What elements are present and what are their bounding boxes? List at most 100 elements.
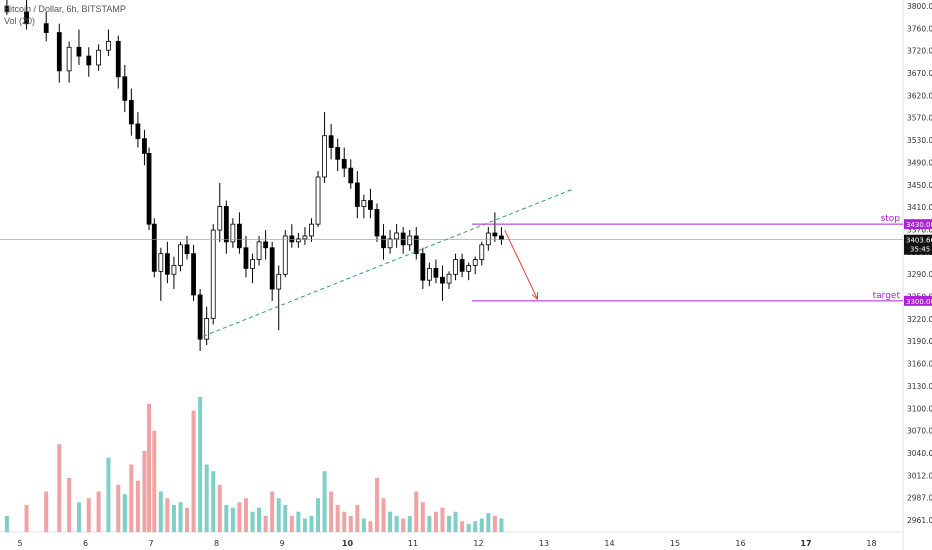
price-tick-label: 3800.00 [907,2,932,11]
time-tick-label: 15 [670,539,680,548]
volume-bar [296,511,301,532]
candle-body [335,147,341,160]
price-tick-label: 3760.00 [907,24,932,33]
candle-body [230,223,236,243]
volume-bar [185,507,190,532]
bar-countdown: 35:45 [910,246,930,254]
volume-bar [211,471,216,532]
candle-body [56,32,62,72]
volume-indicator-label[interactable]: Vol (20) [4,16,36,26]
candle-body [466,265,472,272]
price-tick-label: 3620.00 [907,91,932,100]
candle-body [309,223,314,237]
candle-body [276,273,282,290]
volume-bar [147,403,152,532]
candle-body [348,167,354,184]
volume-bar [342,511,347,532]
candle-body [250,259,255,269]
candle-body [426,267,432,281]
candle-body [184,244,190,255]
volume-bar [447,515,452,532]
volume-bar [86,498,91,532]
price-tick-label: 3160.00 [907,360,932,369]
candle-body [381,235,386,249]
volume-bar [283,505,288,532]
price-tick-label: 3220.00 [907,315,932,324]
candle-body [492,232,498,237]
volume-bar [135,480,140,532]
candle-body [122,76,128,101]
stop-price-label: 3430.00 [906,221,932,229]
candle-body [217,206,223,231]
volume-bar [322,471,327,532]
volume-bar [289,515,294,532]
candle-body [394,232,400,240]
price-tick-label: 3070.00 [907,427,932,436]
price-tick-label: 3530.00 [907,136,932,145]
candle-body [256,241,262,260]
target-level-name: target [873,291,901,301]
price-tick-label: 2987.00 [907,494,932,503]
candle-body [210,229,216,319]
volume-bar [381,498,386,532]
volume-bar [414,491,419,532]
candle-body [178,244,183,266]
candle-body [328,135,334,148]
volume-bar [433,511,438,532]
candle-body [472,259,478,266]
time-tick-label: 9 [279,539,284,548]
volume-bar [374,478,379,532]
volume-bar [368,521,373,532]
candle-body [191,253,196,296]
candle-body [243,247,249,269]
candle-body [479,244,485,260]
volume-bar [486,513,491,532]
candle-body [440,276,445,284]
candle-body [223,206,229,243]
price-tick-label: 3450.00 [907,181,932,190]
volume-bar [309,515,314,532]
candle-body [4,5,10,13]
volume-bar [178,502,183,532]
volume-bar [57,444,62,532]
price-tick-label: 3370.00 [907,225,932,234]
volume-bar [230,507,235,532]
target-price-tag [904,295,932,306]
volume-bar [171,505,176,532]
candle-body [420,253,426,281]
volume-bar [355,505,360,532]
volume-bar [348,515,353,532]
candle-body [315,176,321,225]
volume-bar [270,491,275,532]
volume-bars [4,397,504,532]
volume-bar [440,507,445,532]
last-price-label: 3403.66 [906,237,932,245]
volume-bar [263,515,268,532]
candle-body [86,55,92,66]
time-tick-label: 11 [408,539,418,548]
volume-bar [302,518,307,532]
candle-body [24,11,29,25]
volume-bar [129,464,134,532]
price-tick-label: 3670.00 [907,69,932,78]
volume-bar [329,491,334,532]
price-tick-label: 3130.00 [907,382,932,391]
candle-body [142,138,147,154]
candle-body [485,232,491,246]
price-tick-label: 3040.00 [907,449,932,458]
candle-body [407,235,413,246]
price-tick-label: 3570.00 [907,114,932,123]
volume-bar [276,498,281,532]
volume-bar [479,518,484,532]
volume-bar [165,498,170,532]
volume-bar [388,511,393,532]
symbol-title: Bitcoin / Dollar, 6h, BITSTAMP [4,4,126,14]
candle-body [76,46,82,57]
candle-body [354,182,360,207]
candle-body [204,318,210,340]
price-tick-label: 3490.00 [907,158,932,167]
candle-body [361,200,367,207]
volume-bar [407,515,412,532]
candle-body [374,209,380,237]
